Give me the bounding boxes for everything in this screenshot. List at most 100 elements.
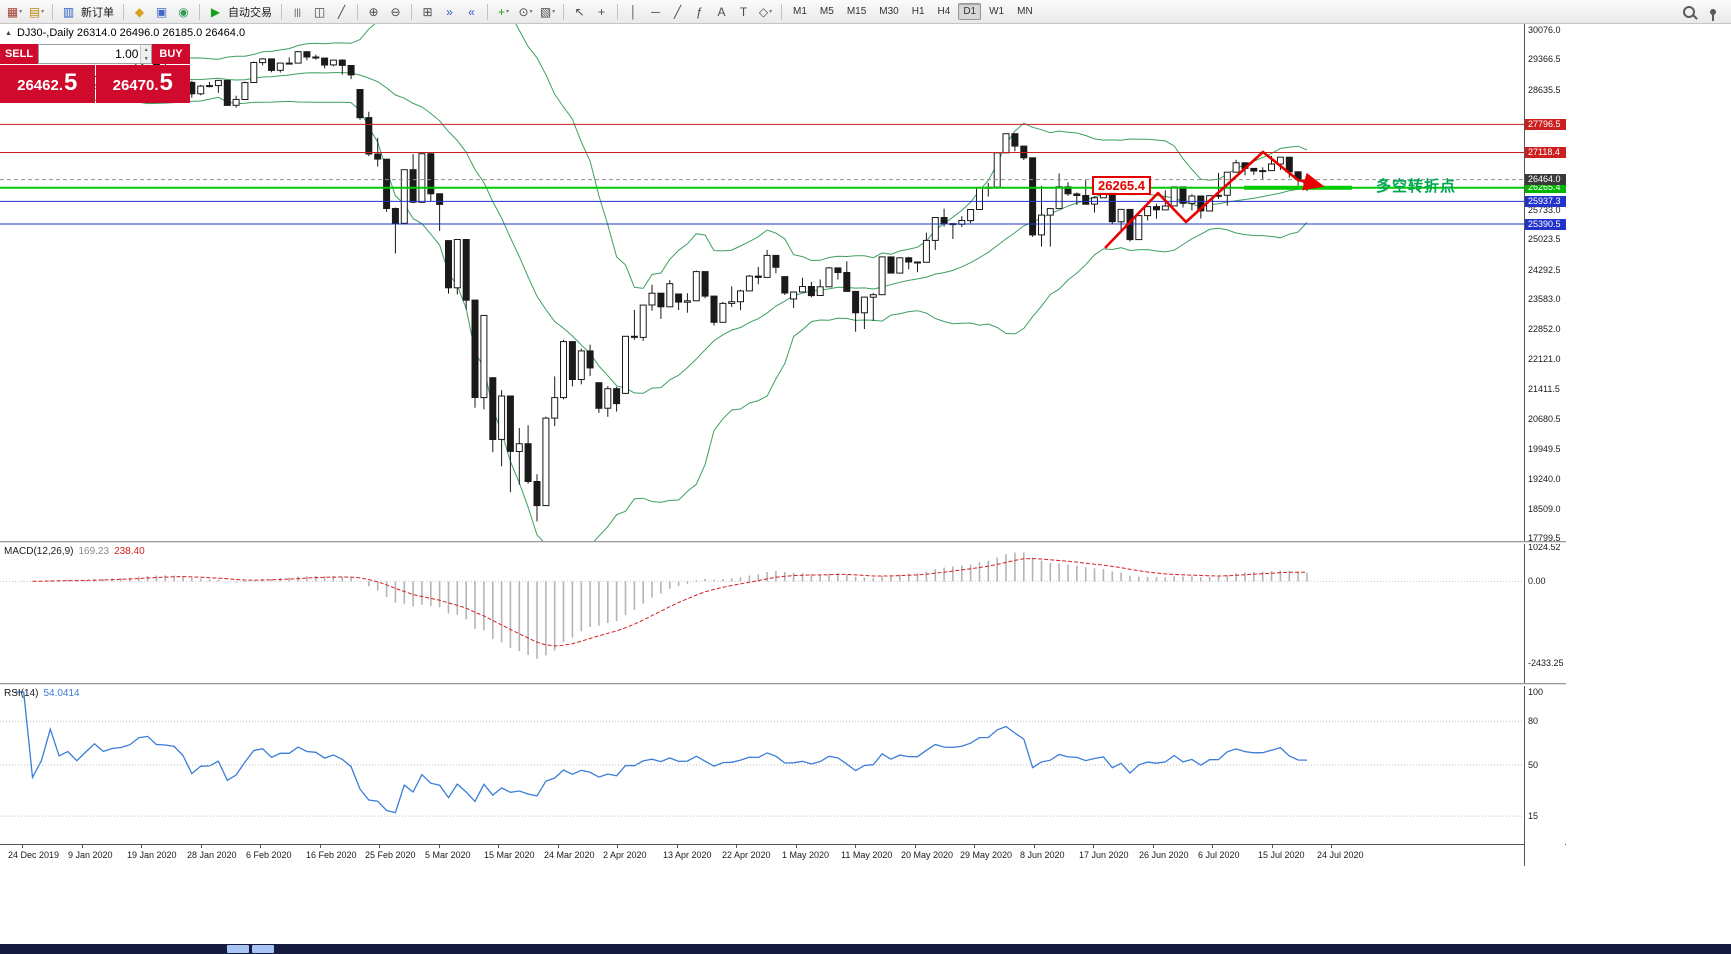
autotrading-button[interactable]: ▶ [205,2,226,22]
search-icon[interactable] [1678,2,1699,22]
autoscroll-icon[interactable]: » [439,2,460,22]
indicators-icon[interactable]: + ▾ [493,2,514,22]
strategy-tester-icon[interactable]: ◉ [173,2,194,22]
sell-button[interactable]: SELL [0,44,38,64]
periods-icon[interactable]: ⊙ ▾ [515,2,536,22]
timeframe-mn[interactable]: MN [1017,6,1033,17]
price-tick: 17799.5 [1528,533,1561,543]
new-chart-icon: ▦ [6,4,19,19]
time-tick-mark [1331,845,1332,848]
price-axis[interactable]: 30076.0 29366.5 28635.5 25733.0 25023.5 24292… [1524,24,1566,866]
timeframe-d1[interactable]: D1 [958,3,982,20]
date-tick: 29 May 2020 [960,850,1013,860]
toolbar-separator [487,3,488,20]
timeframe-h4[interactable]: H4 [937,6,951,17]
new-order-button-label[interactable]: 新订单 [81,6,114,19]
chevron-down-icon: ▾ [41,9,45,15]
pin-icon [1709,8,1716,21]
price-tick: 20680.5 [1528,414,1561,424]
price-tick: 21411.5 [1528,384,1560,394]
time-tick-mark [796,845,797,848]
rsi-name: RSI(14) [4,688,39,699]
taskbar-item[interactable] [227,945,249,953]
volume-input[interactable] [39,45,141,63]
macd-indicator-pane[interactable] [0,544,1524,683]
toolbar-separator [563,3,564,20]
date-tick: 26 Jun 2020 [1139,850,1189,860]
price-tick: 22121.0 [1528,354,1561,364]
shapes-icon[interactable]: ◇ ▾ [755,2,776,22]
new-chart-icon[interactable]: ▦ ▾ [4,2,25,22]
timeframe-m30[interactable]: M30 [879,6,899,17]
vertical-line-icon[interactable]: │ [623,2,644,22]
trendline-icon[interactable]: ╱ [667,2,688,22]
text-icon[interactable]: A [711,2,732,22]
date-tick: 6 Jul 2020 [1198,850,1240,860]
sell-price-pip-digit: 5 [64,69,78,96]
buy-button[interactable]: BUY [152,44,190,64]
price-annotation-box: 26265.4 [1092,176,1151,195]
time-tick-mark [320,845,321,848]
timeframe-w1[interactable]: W1 [989,6,1005,17]
line-chart-icon: ╱ [337,4,346,19]
timeframe-h1[interactable]: H1 [911,6,925,17]
templates-icon: ▧ [539,4,552,19]
chevron-down-icon: ▾ [769,9,773,15]
tile-windows-icon[interactable]: ⊞ [417,2,438,22]
date-tick: 19 Jan 2020 [127,850,177,860]
price-tick: 18509.0 [1528,504,1561,514]
time-axis[interactable]: 24 Dec 2019 9 Jan 2020 19 Jan 2020 28 Jan 2… [0,844,1566,866]
timeframe-m15[interactable]: M15 [846,6,867,17]
candles-icon[interactable]: ◫ [309,2,330,22]
pane-splitter[interactable] [0,541,1566,544]
price-level-label: 25937.3 [1525,196,1566,207]
date-tick: 20 May 2020 [901,850,954,860]
rsi-axis-label: 80 [1528,716,1539,726]
price-chart[interactable] [0,24,1524,541]
time-tick-mark [141,845,142,848]
volume-decrease-button[interactable]: ▼ [141,54,151,63]
chevron-down-icon: ▾ [529,9,533,15]
chart-window: 24 Dec 2019 9 Jan 2020 19 Jan 2020 28 Jan 2… [0,24,1566,866]
zoom-out-icon[interactable]: ⊖ [385,2,406,22]
chart-shift-icon: « [468,4,475,19]
terminal-icon[interactable]: ▣ [151,2,172,22]
templates-icon[interactable]: ▧ ▾ [537,2,558,22]
pane-splitter[interactable] [0,683,1566,686]
macd-axis-label: 0.00 [1528,576,1546,586]
taskbar-item[interactable] [252,945,274,953]
chevron-down-icon: ▾ [506,9,510,15]
metaeditor-icon[interactable]: ◆ [129,2,150,22]
crosshair-icon[interactable]: + [591,2,612,22]
horizontal-line-icon[interactable]: ─ [645,2,666,22]
pin-icon[interactable] [1702,2,1723,22]
profiles-icon[interactable]: ▤ ▾ [26,2,47,22]
buy-price-button[interactable]: 26470. 5 [95,65,190,103]
timeframe-m1[interactable]: M1 [793,6,807,17]
chart-shift-icon[interactable]: « [461,2,482,22]
fibonacci-icon[interactable]: ƒ [689,2,710,22]
date-tick: 11 May 2020 [841,850,893,860]
autotrading-button-label[interactable]: 自动交易 [228,6,272,19]
bars-icon[interactable]: ||| [287,2,308,22]
date-tick: 28 Jan 2020 [187,850,237,860]
zoom-in-icon[interactable]: ⊕ [363,2,384,22]
cursor-icon[interactable]: ↖ [569,2,590,22]
crosshair-icon: + [597,4,605,19]
toolbar-separator [411,3,412,20]
label-icon[interactable]: T [733,2,754,22]
one-click-trading-panel: SELL ▲ ▼ BUY 26462.5 26470.5 [0,44,190,103]
sell-price-button[interactable]: 26462. 5 [0,65,95,103]
new-order-button[interactable]: ▥ [58,2,79,22]
date-tick: 24 Jul 2020 [1317,850,1364,860]
rsi-indicator-pane[interactable] [0,686,1524,844]
toolbar-separator [281,3,282,20]
rsi-label: RSI(14) 54.0414 [4,688,85,699]
toolbar-separator [617,3,618,20]
date-tick: 22 Apr 2020 [722,850,771,860]
timeframe-m5[interactable]: M5 [819,6,834,17]
time-tick-mark [22,845,23,848]
volume-increase-button[interactable]: ▲ [141,45,151,54]
taskbar [0,944,1731,954]
line-chart-icon[interactable]: ╱ [331,2,352,22]
